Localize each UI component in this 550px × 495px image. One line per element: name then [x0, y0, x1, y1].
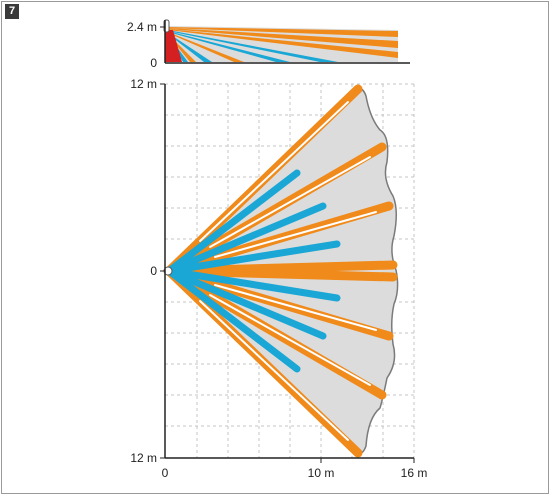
beam-near-6 — [165, 267, 301, 373]
figure-number-badge: 7 — [5, 4, 19, 19]
top-x-tick-label-0: 0 — [162, 466, 169, 480]
beam-far-8-gap — [199, 300, 349, 441]
beam-far-2-gap — [209, 156, 371, 248]
top-view: 12 m 0 12 m 0 10 m 16 m — [130, 77, 427, 480]
beam-far-5 — [164, 266, 398, 282]
beam-near-1 — [165, 169, 301, 275]
top-x-tick-label-16: 16 m — [401, 466, 428, 480]
side-beam-far-1 — [168, 27, 398, 37]
beam-far-7 — [164, 266, 387, 400]
side-y-tick-label-top: 2.4 m — [127, 20, 157, 34]
near-beams — [165, 169, 341, 373]
top-y-tick-label-bottom: 12 m — [130, 451, 157, 465]
beam-far-3-gap — [214, 211, 377, 258]
beam-far-1-gap — [199, 101, 349, 242]
sensor-blind-zone — [165, 30, 182, 62]
beam-near-5 — [165, 267, 327, 340]
beam-far-6-gap — [214, 284, 377, 331]
beam-far-7-gap — [209, 294, 371, 386]
side-y-tick-label-bottom: 0 — [150, 56, 157, 70]
side-beam-far-2 — [168, 28, 398, 48]
side-view: 2.4 m 0 — [127, 19, 410, 70]
beam-far-2 — [164, 142, 387, 276]
top-y-tick-label-top: 12 m — [130, 77, 157, 91]
side-beam-near-3 — [168, 33, 212, 62]
side-beam-near-2 — [168, 31, 290, 62]
side-beam-near-1 — [168, 30, 338, 62]
side-beam-far-3 — [168, 29, 398, 58]
top-y-tick-label-middle: 0 — [150, 264, 157, 278]
top-x-tick-label-10: 10 m — [308, 466, 335, 480]
beam-near-3 — [165, 240, 341, 275]
far-beams — [164, 84, 398, 458]
beam-near-2 — [165, 202, 327, 275]
side-beam-far-4 — [168, 32, 244, 62]
beam-near-4 — [165, 267, 341, 302]
